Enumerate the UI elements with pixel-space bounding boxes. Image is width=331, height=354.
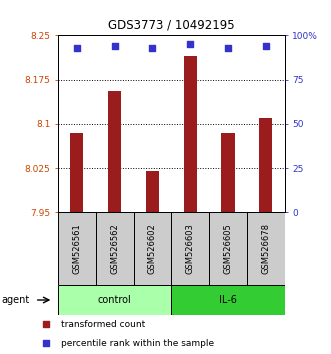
Text: control: control — [98, 295, 131, 305]
Bar — [184, 56, 197, 212]
Bar — [96, 212, 133, 285]
Text: GSM526605: GSM526605 — [223, 223, 232, 274]
Point — [225, 45, 231, 51]
Bar — [171, 212, 209, 285]
Bar — [221, 133, 235, 212]
Text: GSM526561: GSM526561 — [72, 223, 81, 274]
Bar — [259, 118, 272, 212]
Point — [112, 43, 117, 49]
Text: IL-6: IL-6 — [219, 295, 237, 305]
Text: GSM526602: GSM526602 — [148, 223, 157, 274]
Point — [150, 45, 155, 51]
Bar — [146, 171, 159, 212]
Bar — [70, 133, 83, 212]
Text: GDS3773 / 10492195: GDS3773 / 10492195 — [108, 19, 235, 32]
Bar — [58, 212, 96, 285]
Point — [263, 43, 268, 49]
Text: GSM526562: GSM526562 — [110, 223, 119, 274]
Bar — [171, 285, 285, 315]
Point — [44, 340, 49, 346]
Bar — [247, 212, 285, 285]
Bar — [58, 285, 171, 315]
Text: GSM526678: GSM526678 — [261, 223, 270, 274]
Point — [188, 41, 193, 47]
Bar — [108, 91, 121, 212]
Text: agent: agent — [2, 295, 30, 305]
Text: GSM526603: GSM526603 — [186, 223, 195, 274]
Bar — [133, 212, 171, 285]
Point — [74, 45, 79, 51]
Text: transformed count: transformed count — [61, 320, 145, 329]
Bar — [209, 212, 247, 285]
Text: percentile rank within the sample: percentile rank within the sample — [61, 338, 214, 348]
Point — [44, 321, 49, 327]
